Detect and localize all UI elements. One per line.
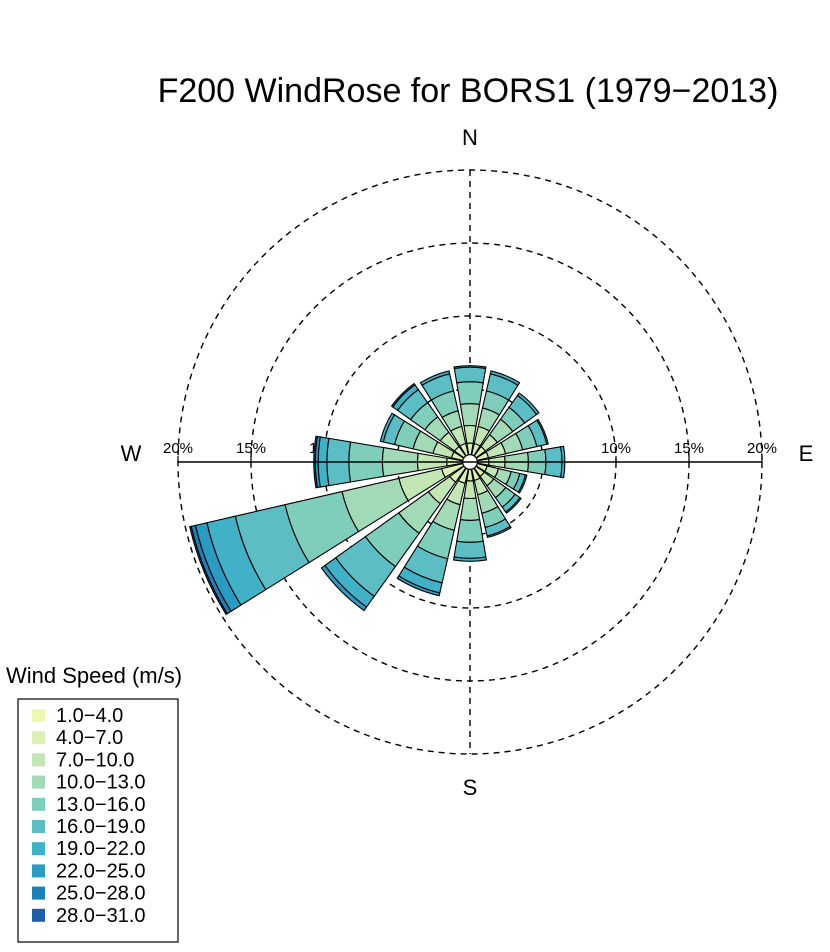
legend-swatch-10	[32, 908, 45, 922]
west-tick-label-1: 15%	[236, 440, 266, 457]
legend-swatch-2	[32, 731, 45, 745]
legend-title: Wind Speed (m/s)	[6, 663, 182, 688]
sector-nw	[390, 382, 471, 463]
compass-label-south: S	[463, 775, 478, 800]
legend-swatch-7	[32, 842, 45, 856]
legend-swatch-4	[32, 775, 45, 789]
chart-title: F200 WindRose for BORS1 (1979−2013)	[158, 72, 779, 110]
compass-label-west: W	[121, 441, 142, 466]
legend-label-3: 7.0−10.0	[56, 749, 134, 771]
sector-ese-bin-7	[517, 474, 528, 494]
sector-s-bin-7	[452, 556, 488, 562]
sector-sw-bin-8	[320, 564, 368, 612]
sector-nne-bin-7	[489, 370, 521, 386]
sector-s-bin-4	[459, 497, 481, 521]
legend-label-9: 25.0−28.0	[56, 883, 146, 905]
compass-label-east: E	[799, 441, 814, 466]
sector-ssw-bin-8	[396, 575, 441, 597]
legend-swatch-9	[32, 886, 45, 900]
sector-ene	[469, 418, 549, 463]
sector-w-bin-9	[313, 435, 318, 489]
sector-nne	[469, 370, 521, 463]
legend-label-6: 16.0−19.0	[56, 816, 146, 838]
east-tick-label-2: 15%	[674, 440, 704, 457]
legend-label-5: 13.0−16.0	[56, 794, 146, 816]
sector-ene-bin-7	[536, 418, 549, 445]
sector-wsw	[189, 461, 471, 616]
legend-swatch-8	[32, 864, 45, 878]
legend-label-4: 10.0−13.0	[56, 772, 146, 794]
radial-axis: 10% 15% 20% 20% 15%	[163, 440, 777, 463]
legend-swatch-3	[32, 753, 45, 767]
legend-items: 1.0−4.04.0−7.07.0−10.010.0−13.013.0−16.0…	[32, 705, 146, 927]
sector-sse	[469, 461, 512, 539]
sector-nw-bin-8	[390, 382, 416, 408]
sector-se-bin-7	[504, 496, 522, 514]
sector-n-bin-6	[453, 366, 487, 384]
sector-n	[453, 365, 487, 463]
legend-swatch-6	[32, 820, 45, 833]
sector-n-bin-3	[463, 424, 477, 444]
sector-n-bin-7	[453, 365, 487, 370]
legend-label-8: 22.0−25.0	[56, 860, 146, 882]
sector-s	[452, 461, 488, 562]
sector-nnw-bin-7	[419, 370, 451, 386]
sector-sw	[320, 461, 471, 612]
sector-n-bin-4	[459, 403, 481, 427]
legend-swatch-1	[32, 709, 45, 722]
west-tick-label-0: 20%	[163, 440, 193, 457]
sector-s-bin-6	[453, 540, 487, 559]
compass-label-north: N	[462, 125, 478, 150]
east-tick-label-1: 10%	[601, 440, 631, 457]
east-tick-label-3: 20%	[747, 440, 777, 457]
sector-ne-bin-7	[516, 392, 540, 416]
sector-ne	[469, 392, 540, 463]
wind-sectors	[189, 365, 566, 616]
sector-n-bin-5	[456, 381, 484, 406]
legend-swatch-5	[32, 797, 45, 811]
sector-sse-bin-7	[486, 525, 512, 539]
sector-s-bin-3	[463, 480, 477, 500]
sector-wsw-bin-10	[189, 525, 229, 616]
legend-label-1: 1.0−4.0	[56, 705, 123, 727]
sector-ese	[469, 461, 528, 494]
legend-label-10: 28.0−31.0	[56, 905, 146, 927]
legend-label-7: 19.0−22.0	[56, 838, 146, 860]
sector-wnw-bin-7	[379, 412, 396, 443]
legend-box	[17, 698, 179, 943]
sector-se	[469, 461, 522, 514]
legend-label-2: 4.0−7.0	[56, 727, 123, 749]
legend: Wind Speed (m/s) 1.0−4.04.0−7.07.0−10.01…	[6, 663, 182, 943]
sector-s-bin-5	[456, 518, 484, 543]
